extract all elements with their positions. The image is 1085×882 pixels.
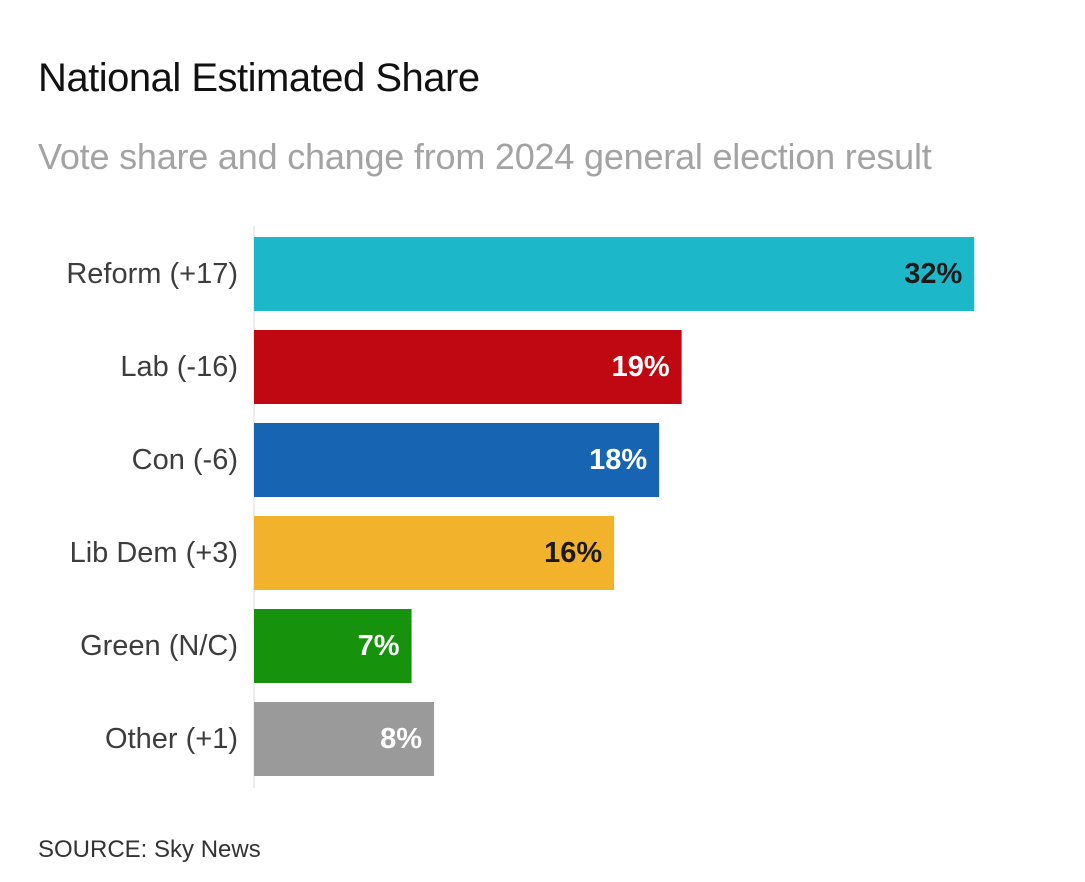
category-label-other: Other (+1) xyxy=(105,723,238,755)
bar-lab xyxy=(254,330,682,404)
bar-con xyxy=(254,423,660,497)
bar-reform xyxy=(254,237,975,311)
chart-title: National Estimated Share xyxy=(38,56,480,100)
value-label-green: 7% xyxy=(358,630,400,662)
category-label-lab: Lab (-16) xyxy=(120,351,238,383)
bar-green xyxy=(254,609,412,683)
value-label-lab: 19% xyxy=(612,351,670,383)
category-label-con: Con (-6) xyxy=(132,444,238,476)
bar-lib xyxy=(254,516,615,590)
value-label-other: 8% xyxy=(380,723,422,755)
bar-other xyxy=(254,702,435,776)
category-label-reform: Reform (+17) xyxy=(66,258,238,290)
value-label-con: 18% xyxy=(589,444,647,476)
category-label-green: Green (N/C) xyxy=(80,630,238,662)
chart-subtitle: Vote share and change from 2024 general … xyxy=(38,136,932,177)
source-note: SOURCE: Sky News xyxy=(38,836,261,863)
category-label-lib: Lib Dem (+3) xyxy=(70,537,238,569)
value-label-lib: 16% xyxy=(544,537,602,569)
value-label-reform: 32% xyxy=(904,258,962,290)
